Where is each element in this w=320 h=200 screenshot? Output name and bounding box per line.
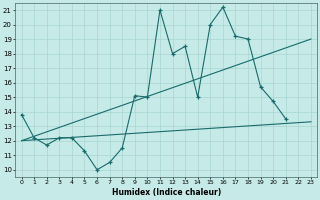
X-axis label: Humidex (Indice chaleur): Humidex (Indice chaleur) <box>112 188 221 197</box>
